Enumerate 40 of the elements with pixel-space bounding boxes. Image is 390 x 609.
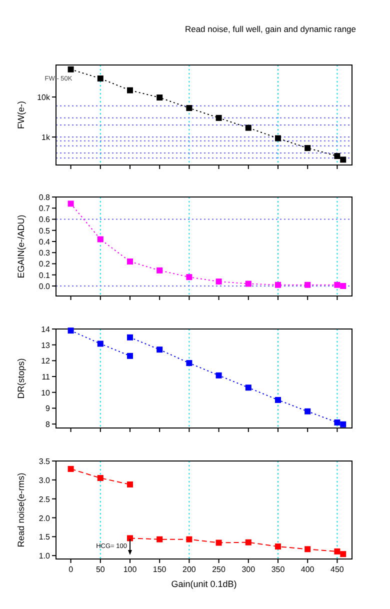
x-tick-label: 250 — [212, 565, 226, 574]
y-tick-label: 0.8 — [38, 193, 51, 202]
x-tick-label: 200 — [182, 565, 196, 574]
y-tick-label: 12 — [41, 356, 51, 366]
y-axis-title: EGAIN(e-/ADU) — [16, 214, 26, 278]
y-tick-label: 10 — [41, 388, 51, 398]
y-tick-label: 0.3 — [38, 248, 51, 258]
y-tick-label: 1.5 — [38, 532, 51, 542]
y-axis-title: DR(stops) — [16, 358, 26, 399]
y-tick-label: 14 — [41, 325, 51, 334]
y-axis-title: FW(e-) — [16, 101, 26, 129]
y-tick-label: 10k — [37, 92, 51, 102]
y-tick-label: 2.0 — [38, 514, 51, 523]
x-tick-label: 0 — [68, 565, 74, 574]
y-tick-label: 0.0 — [38, 282, 51, 291]
x-tick-label: 450 — [330, 565, 344, 574]
y-tick-label: 0.5 — [38, 226, 51, 236]
x-tick-label: 100 — [123, 565, 138, 574]
x-tick-label: 50 — [96, 565, 106, 574]
y-tick-label: 0.1 — [38, 270, 51, 280]
y-tick-label: 2.5 — [38, 494, 51, 504]
y-tick-label: 3.0 — [38, 476, 51, 485]
y-tick-label: 0.4 — [38, 237, 51, 246]
y-tick-label: 0.6 — [38, 215, 51, 224]
y-tick-label: 13 — [41, 340, 51, 350]
y-tick-label: 11 — [42, 372, 51, 382]
y-axis-title: Read noise(e-rms) — [16, 472, 26, 548]
y-tick-label: 0.2 — [38, 260, 51, 269]
y-tick-label: 3.5 — [38, 457, 51, 466]
x-tick-label: 350 — [271, 565, 286, 574]
y-tick-label: 1.0 — [38, 552, 51, 561]
y-tick-label: 0.7 — [38, 204, 51, 214]
x-axis-title: Gain(unit 0.1dB) — [171, 579, 237, 589]
y-tick-label: 1k — [42, 133, 51, 142]
x-tick-label: 300 — [242, 565, 256, 574]
y-tick-label: 8 — [46, 420, 51, 430]
x-tick-label: 150 — [152, 565, 167, 574]
chart-title: Read noise, full well, gain and dynamic range — [184, 24, 356, 34]
x-tick-label: 400 — [300, 565, 315, 574]
y-tick-label: 9 — [46, 404, 51, 414]
